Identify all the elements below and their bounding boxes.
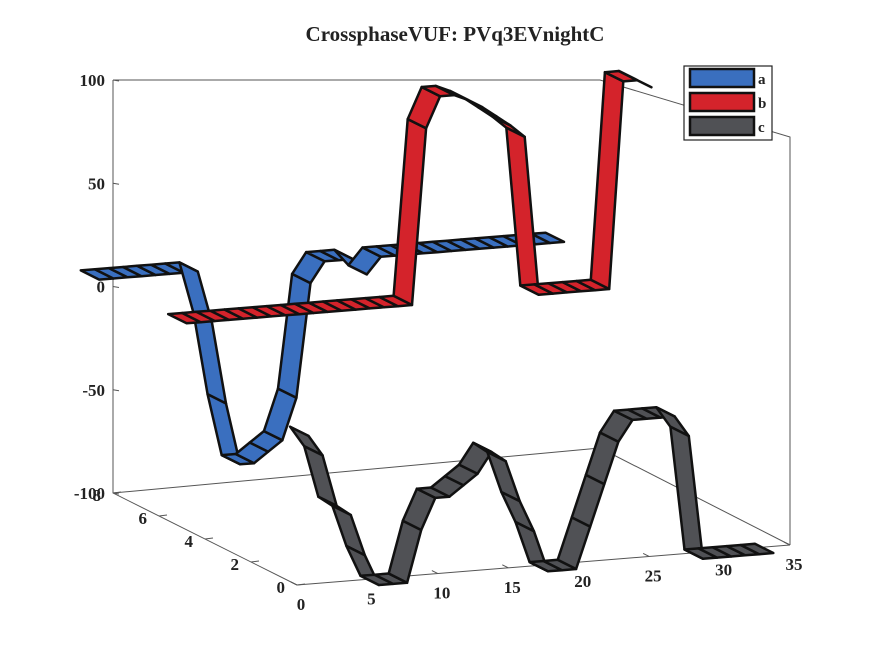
z-tick-label: 100 <box>80 71 106 90</box>
x-tick-label: 10 <box>433 584 450 603</box>
x-tick-mark <box>290 581 298 586</box>
z-axis: 100 50 0 -50 -100 <box>74 71 120 503</box>
axes-box: 100 50 0 -50 -100 0 2 4 6 8 0 5 10 15 20 25 30 35 <box>74 71 803 614</box>
legend: a b c <box>683 65 773 141</box>
ribbon-segment-b <box>505 126 540 296</box>
z-tick-label: -100 <box>74 484 105 503</box>
y-tick-mark <box>296 583 306 586</box>
ribbon-segment-c <box>739 542 775 556</box>
ribbon-segment-b <box>392 117 428 307</box>
x-tick-label: 0 <box>297 595 306 614</box>
plot-area <box>79 69 775 587</box>
x-tick-label: 25 <box>645 566 662 585</box>
x-tick-mark <box>502 564 509 569</box>
legend-entry-c: c <box>688 115 765 137</box>
legend-label-b: b <box>758 96 766 112</box>
y-tick-label: 8 <box>93 486 102 505</box>
y-tick-mark <box>204 537 214 540</box>
y-axis: 0 2 4 6 8 <box>93 486 306 597</box>
x-tick-mark <box>642 552 650 557</box>
z-tick-mark <box>112 182 120 185</box>
z-tick-label: 50 <box>88 174 105 193</box>
z-tick-mark <box>112 389 120 392</box>
series-c <box>288 406 775 587</box>
ribbon-segment-a <box>192 311 228 405</box>
series-a <box>79 231 566 466</box>
x-tick-mark <box>783 541 791 546</box>
x-tick-label: 5 <box>367 589 376 608</box>
y-tick-mark <box>112 491 122 494</box>
x-tick-label: 35 <box>786 555 803 574</box>
y-tick-label: 6 <box>139 509 148 528</box>
legend-entry-a: a <box>688 67 766 89</box>
ribbon-segment-b <box>589 70 625 291</box>
ribbon-segment-b <box>617 69 653 89</box>
x-tick-label: 20 <box>574 572 591 591</box>
legend-swatch-a <box>688 67 756 89</box>
legend-label-a: a <box>758 72 766 88</box>
legend-swatch-b <box>688 91 756 113</box>
legend-entry-b: b <box>688 91 766 113</box>
z-tick-mark <box>112 79 120 82</box>
z-tick-mark <box>112 286 120 288</box>
legend-label-c: c <box>758 120 765 136</box>
ribbon-segment-a <box>530 231 566 245</box>
y-tick-mark <box>250 560 260 563</box>
y-tick-label: 4 <box>185 532 194 551</box>
ribbon-segment-c <box>669 425 705 561</box>
z-tick-label: 0 <box>97 278 106 297</box>
z-tick-label: -50 <box>82 381 105 400</box>
series-b <box>166 69 653 325</box>
floor-back-edge <box>112 447 601 494</box>
x-tick-label: 15 <box>504 578 521 597</box>
ribbon-segment-c <box>387 519 423 585</box>
ribbon-segment-a <box>276 272 312 400</box>
legend-swatch-c <box>688 115 756 137</box>
y-tick-label: 2 <box>231 555 240 574</box>
x-tick-label: 30 <box>715 561 732 580</box>
chart-title: CrossphaseVUF: PVq3EVnightC <box>306 22 605 46</box>
y-tick-label: 0 <box>277 578 286 597</box>
x-tick-mark <box>431 570 439 575</box>
x-axis: 0 5 10 15 20 25 30 35 <box>290 541 803 614</box>
y-tick-mark <box>158 514 168 517</box>
